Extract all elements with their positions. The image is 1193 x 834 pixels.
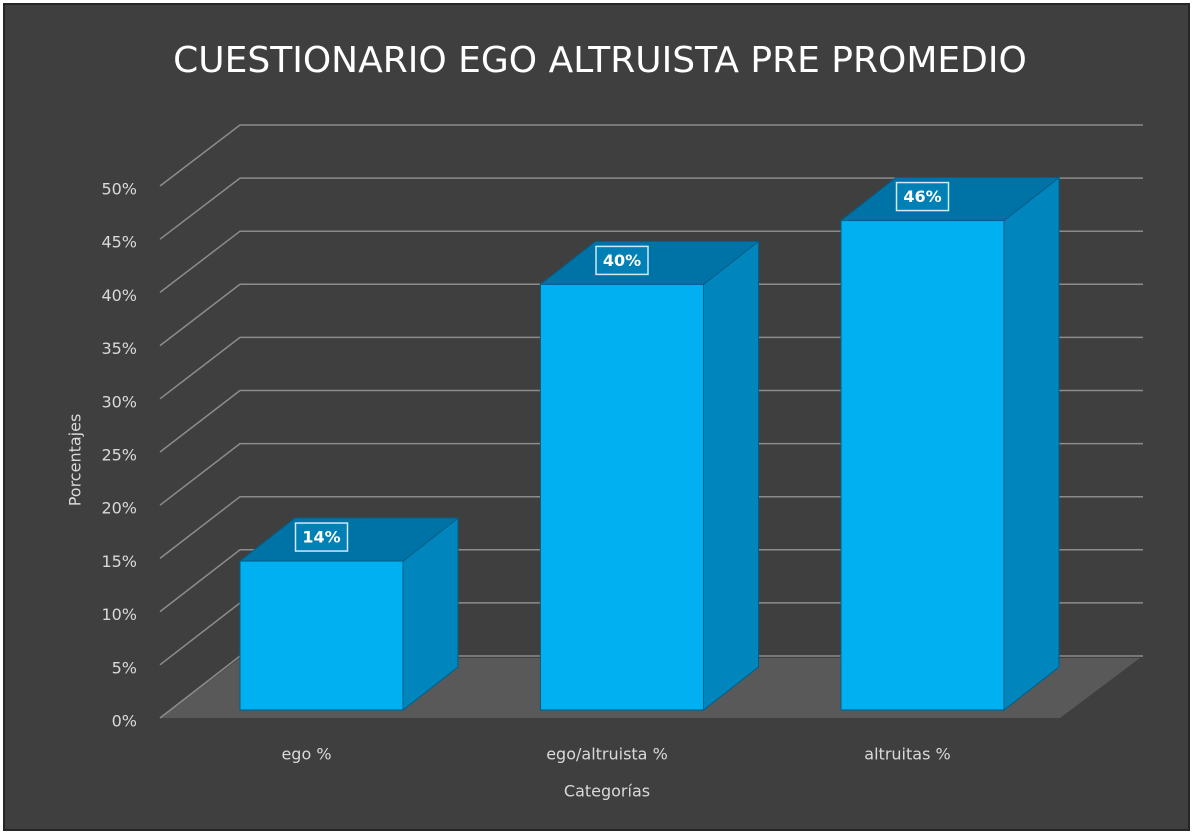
y-tick-label: 45% [101, 233, 137, 252]
value-label-box [895, 181, 950, 212]
grid-line [159, 124, 1143, 187]
y-tick-label: 35% [101, 339, 137, 358]
bar [239, 560, 404, 711]
value-label: 46% [903, 187, 941, 206]
y-tick-label: 50% [101, 180, 137, 199]
y-tick-label: 20% [101, 499, 137, 518]
y-tick-label: 30% [101, 392, 137, 411]
y-axis-title: Porcentajes [66, 414, 85, 507]
y-tick-label: 5% [112, 658, 137, 677]
value-label: 14% [302, 528, 340, 547]
y-tick-label: 25% [101, 446, 137, 465]
x-axis-title: Categorías [564, 782, 650, 801]
y-tick-label: 10% [101, 605, 137, 624]
chart-title: CUESTIONARIO EGO ALTRUISTA PRE PROMEDIO [173, 40, 1027, 81]
bar-side [1003, 176, 1060, 712]
y-tick-label: 40% [101, 286, 137, 305]
value-label: 40% [603, 251, 641, 270]
x-tick-label: ego % [281, 745, 331, 764]
x-tick-label: ego/altruista % [546, 745, 668, 764]
value-label-box [294, 522, 349, 552]
bar-side [703, 240, 759, 712]
grid-line [159, 177, 1143, 240]
y-tick-label: 15% [101, 552, 137, 571]
x-tick-label: altruitas % [864, 745, 950, 764]
bar [540, 283, 704, 711]
y-tick-label: 0% [112, 712, 137, 731]
bar [840, 220, 1005, 711]
value-label-box [595, 245, 649, 276]
